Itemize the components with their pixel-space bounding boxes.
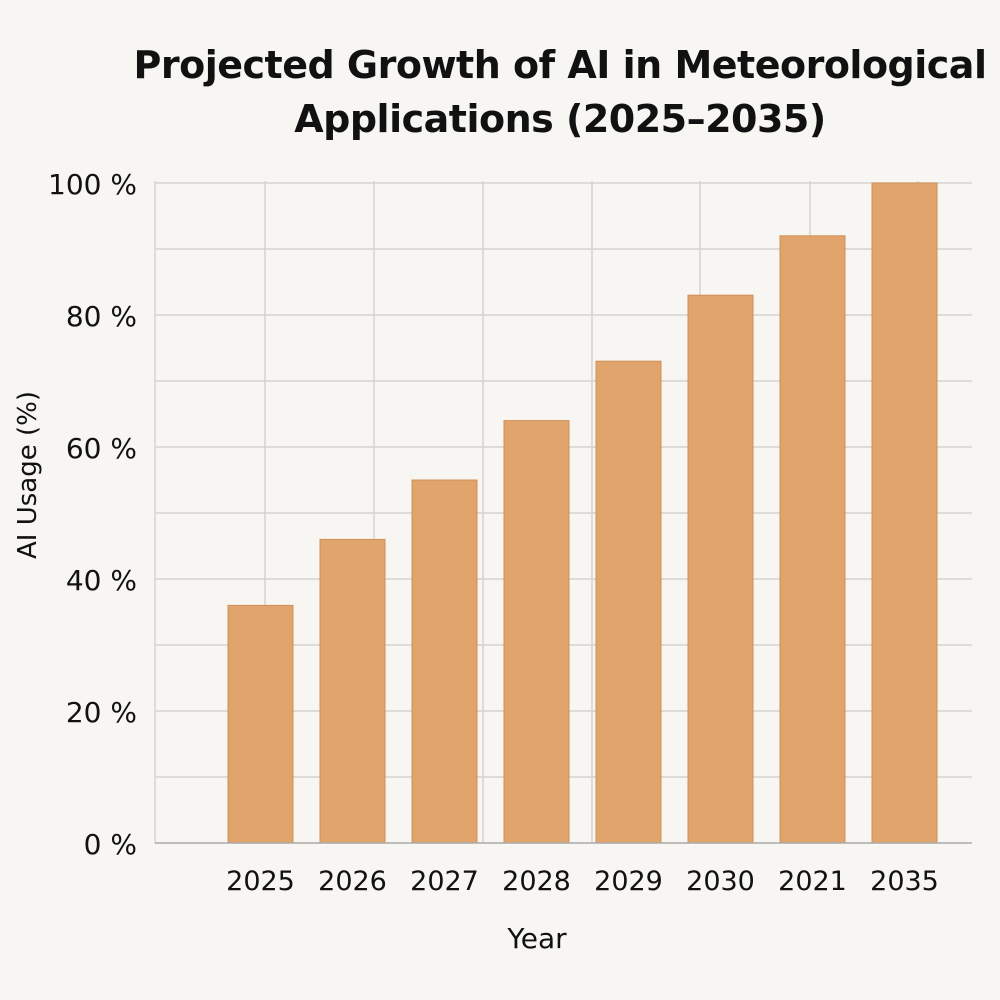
- y-axis-label: AI Usage (%): [13, 391, 43, 559]
- x-tick-label: 2028: [502, 866, 571, 897]
- bar-2021: [779, 235, 846, 844]
- y-tick-label: 20 %: [66, 696, 137, 729]
- bar-2027: [411, 479, 478, 844]
- y-tick-label: 80 %: [66, 300, 137, 333]
- chart-title-line-2: Applications (2025–2035): [294, 97, 826, 141]
- y-tick-label: 40 %: [66, 564, 137, 597]
- y-tick-label: 100 %: [48, 168, 137, 201]
- bar-2025: [227, 604, 294, 844]
- x-axis-label: Year: [506, 922, 567, 955]
- y-tick-label: 0 %: [84, 828, 137, 861]
- chart-title: Projected Growth of AI in Meteorological…: [100, 38, 1000, 146]
- x-tick-label: 2027: [410, 866, 479, 897]
- x-tick-label: 2021: [778, 866, 847, 897]
- x-tick-label: 2026: [318, 866, 387, 897]
- bar-2030: [687, 294, 754, 844]
- x-tick-label: 2025: [226, 866, 295, 897]
- x-tick-label: 2029: [594, 866, 663, 897]
- bar-2028: [503, 420, 570, 844]
- x-tick-label: 2035: [870, 866, 939, 897]
- x-tick-label: 2030: [686, 866, 755, 897]
- bar-2035: [871, 182, 938, 844]
- bar-2026: [319, 538, 386, 844]
- y-tick-label: 60 %: [66, 432, 137, 465]
- bar-2029: [595, 360, 662, 844]
- chart-title-line-1: Projected Growth of AI in Meteorological: [133, 43, 987, 87]
